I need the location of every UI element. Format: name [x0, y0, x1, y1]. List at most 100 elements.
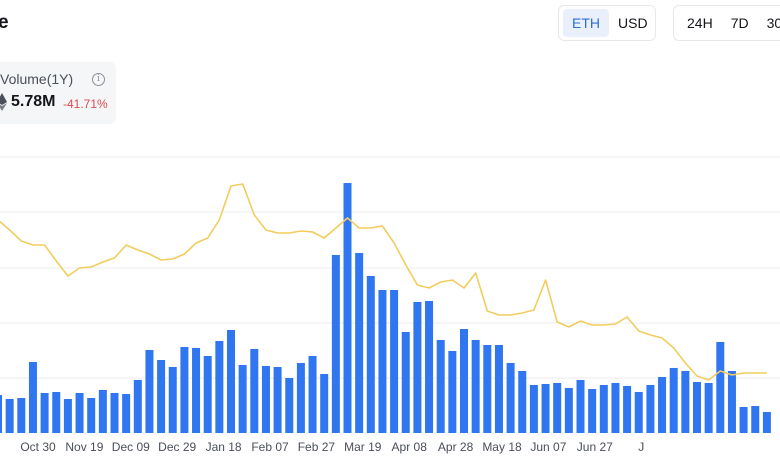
volume-bar[interactable]	[378, 290, 387, 433]
range-option-7d[interactable]: 7D	[730, 15, 749, 31]
volume-bar[interactable]	[157, 360, 166, 433]
volume-bar[interactable]	[646, 385, 655, 433]
volume-bar[interactable]	[658, 377, 667, 433]
volume-bars	[0, 183, 771, 433]
volume-bar[interactable]	[133, 380, 142, 433]
x-tick-label: Nov 19	[65, 440, 103, 454]
volume-bar[interactable]	[75, 393, 84, 433]
volume-bar[interactable]	[693, 382, 701, 433]
volume-bar[interactable]	[145, 350, 154, 433]
x-tick-label: J	[638, 440, 644, 454]
range-option-24h[interactable]: 24H	[687, 15, 713, 31]
volume-stat-card: Volume(1Y)	[0, 62, 116, 124]
x-tick-label: Dec 29	[158, 440, 196, 454]
volume-bar[interactable]	[483, 345, 492, 433]
x-tick-label: Apr 08	[392, 440, 428, 454]
volume-bar[interactable]	[436, 340, 445, 433]
volume-bar[interactable]	[471, 340, 480, 433]
currency-option-usd[interactable]: USD	[618, 15, 648, 31]
x-tick-label: Jan 18	[206, 440, 242, 454]
volume-bar[interactable]	[506, 363, 515, 433]
volume-bar[interactable]	[28, 362, 37, 433]
volume-bar[interactable]	[494, 345, 503, 433]
volume-bar[interactable]	[704, 383, 713, 433]
volume-bar[interactable]	[634, 392, 643, 433]
volume-bar[interactable]	[110, 393, 119, 433]
volume-bar[interactable]	[227, 330, 235, 433]
volume-bar[interactable]	[355, 253, 364, 433]
range-option-30d[interactable]: 30	[766, 15, 780, 31]
volume-bar[interactable]	[401, 332, 410, 433]
volume-bar[interactable]	[611, 383, 620, 433]
volume-bar[interactable]	[716, 342, 725, 433]
volume-bar[interactable]	[238, 365, 247, 433]
volume-bar[interactable]	[98, 390, 107, 433]
volume-bar[interactable]	[681, 371, 690, 433]
x-tick-label: Feb 27	[298, 440, 336, 454]
volume-bar[interactable]	[425, 301, 434, 433]
volume-bar[interactable]	[52, 392, 61, 433]
volume-bar[interactable]	[460, 329, 468, 433]
volume-bar[interactable]	[17, 398, 26, 433]
volume-bar[interactable]	[87, 398, 96, 433]
volume-bar[interactable]	[366, 276, 375, 433]
volume-chart: Oct 30 Nov 19 Dec 09 Dec 29 Jan 18 Feb 07 Feb …	[0, 156, 780, 454]
volume-bar[interactable]	[285, 378, 294, 433]
volume-bar[interactable]	[448, 351, 457, 433]
volume-change: -41.71%	[63, 97, 108, 111]
chart-grid	[0, 156, 780, 379]
volume-bar[interactable]	[250, 349, 259, 433]
volume-bar[interactable]	[576, 380, 585, 433]
info-icon[interactable]: i	[92, 73, 105, 86]
volume-bar[interactable]	[63, 399, 72, 433]
volume-bar[interactable]	[564, 388, 573, 433]
currency-option-eth[interactable]: ETH	[563, 9, 609, 37]
volume-value: 5.78M	[11, 93, 56, 110]
x-axis-ticks: Oct 30 Nov 19 Dec 09 Dec 29 Jan 18 Feb 07 Feb …	[20, 440, 644, 454]
time-range-toggle: 24H 7D 30	[673, 5, 780, 41]
volume-bar[interactable]	[203, 356, 212, 433]
x-tick-label: Dec 09	[112, 440, 150, 454]
volume-bar[interactable]	[623, 386, 632, 433]
volume-bar[interactable]	[273, 367, 282, 433]
volume-bar[interactable]	[762, 412, 771, 433]
volume-bar[interactable]	[261, 366, 270, 433]
volume-bar[interactable]	[308, 356, 317, 433]
x-tick-label: Feb 07	[251, 440, 289, 454]
x-tick-label: Jun 27	[577, 440, 613, 454]
x-tick-label: Apr 28	[438, 440, 474, 454]
volume-bar[interactable]	[739, 407, 748, 433]
volume-bar[interactable]	[541, 384, 550, 433]
volume-bar[interactable]	[168, 367, 177, 433]
volume-bar[interactable]	[727, 371, 736, 433]
price-line	[0, 183, 767, 381]
x-tick-label: May 18	[482, 440, 522, 454]
currency-toggle: ETH USD	[558, 5, 656, 41]
volume-bar[interactable]	[331, 255, 340, 433]
volume-bar[interactable]	[529, 385, 538, 433]
volume-bar[interactable]	[343, 183, 352, 433]
volume-bar[interactable]	[320, 374, 329, 433]
volume-bar[interactable]	[588, 389, 597, 433]
x-tick-label: Oct 30	[20, 440, 56, 454]
volume-bar[interactable]	[122, 394, 131, 433]
volume-bar[interactable]	[0, 395, 2, 433]
volume-bar[interactable]	[40, 393, 49, 433]
volume-bar[interactable]	[296, 363, 305, 433]
volume-bar[interactable]	[751, 406, 760, 433]
volume-bar[interactable]	[553, 383, 562, 433]
volume-bar[interactable]	[180, 347, 189, 433]
volume-bar[interactable]	[669, 368, 678, 433]
volume-bar[interactable]	[518, 371, 527, 433]
volume-bar[interactable]	[599, 385, 608, 433]
x-tick-label: Jun 07	[530, 440, 566, 454]
x-tick-label: Mar 19	[344, 440, 382, 454]
volume-label: Volume(1Y)	[0, 71, 74, 87]
volume-bar[interactable]	[215, 341, 224, 433]
volume-bar[interactable]	[192, 348, 201, 433]
volume-bar[interactable]	[390, 290, 399, 433]
volume-bar[interactable]	[5, 399, 14, 433]
volume-bar[interactable]	[413, 302, 422, 433]
page-title: e	[0, 12, 9, 33]
eth-icon	[0, 93, 7, 111]
